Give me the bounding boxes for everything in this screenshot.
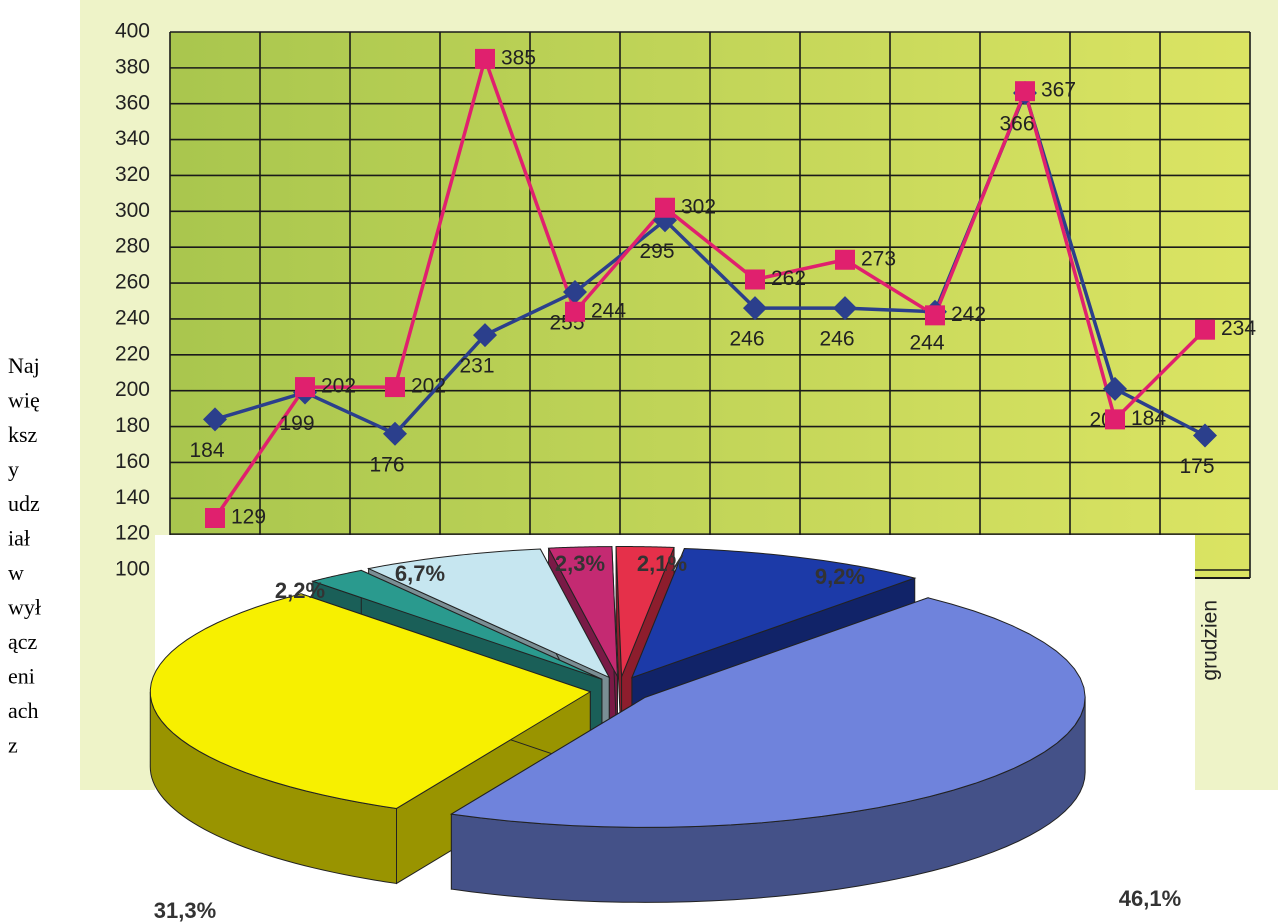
pie-chart: 46,1% 31,3% 2,2% 6,7% 2,3% 2,1% 9,2% [149,546,1181,923]
data-label: 273 [861,247,896,270]
y-tick-label: 100 [115,558,150,581]
data-label: 295 [639,240,674,263]
side-text-line: y [8,457,19,482]
point-marker [563,280,587,305]
point-marker [205,507,225,528]
data-label: 199 [279,412,314,435]
point-marker [655,197,675,218]
y-tick-label: 380 [115,55,150,78]
point-marker [385,377,405,398]
y-tick-label: 280 [115,235,150,258]
series-line [213,53,1207,519]
y-tick-label: 320 [115,163,150,186]
y-tick-label: 400 [115,20,150,43]
slice [149,593,592,809]
side-text-line: z [8,733,18,758]
slice-label: 31,3% [154,898,216,923]
data-label: 246 [729,328,764,351]
y-tick-label: 340 [115,127,150,150]
side-text-line: Naj [8,353,40,378]
point-marker [383,421,407,446]
data-label: 129 [231,506,266,529]
point-marker [203,407,227,432]
side-text-line: ącz [8,629,38,654]
side-text-line: ach [8,698,39,723]
slice-label: 2,3% [555,551,605,576]
side-text-line: w [8,560,24,585]
slice [366,548,611,679]
y-tick-label: 220 [115,342,150,365]
slice [547,546,618,677]
y-tick-label: 120 [115,522,150,545]
y-tick-label: 160 [115,450,150,473]
y-tick-label: 180 [115,414,150,437]
data-label: 246 [819,328,854,351]
data-label: 176 [369,453,404,476]
data-label: 366 [999,113,1034,136]
slice-label: 2,1% [637,551,687,576]
y-tick-label: 260 [115,271,150,294]
data-label: 234 [1221,317,1256,340]
point-marker [1103,376,1127,401]
y-tick-label: 360 [115,91,150,114]
point-marker [473,323,497,348]
point-marker [1195,319,1215,340]
data-label: 262 [771,267,806,290]
y-tick-label: 140 [115,486,150,509]
point-marker [295,377,315,398]
side-text: Naj wię ksz y udz iał w wył ącz eni ach z [8,353,41,758]
point-marker [1015,81,1035,102]
slice [311,569,603,680]
data-label: 184 [1131,407,1166,430]
slice-label: 9,2% [815,564,865,589]
slice [631,548,917,679]
y-tick-label: 200 [115,378,150,401]
point-marker [743,296,767,321]
side-text-line: ksz [8,422,38,447]
point-marker [745,269,765,290]
x-tick-label: grudzien [1199,600,1222,681]
point-marker [1105,409,1125,430]
point-marker [1193,423,1217,448]
point-marker [835,249,855,270]
side-text-line: wię [8,388,40,413]
y-tick-label: 300 [115,199,150,222]
data-label: 242 [951,303,986,326]
side-text-line: eni [8,664,35,689]
point-marker [833,296,857,321]
y-tick-label: 240 [115,306,150,329]
data-label: 202 [321,375,356,398]
data-label: 244 [591,299,626,322]
data-label: 367 [1041,79,1076,102]
slice-label: 46,1% [1119,886,1181,911]
data-label: 385 [501,46,536,69]
slice [449,597,1086,828]
side-text-line: udz [8,491,40,516]
slice [615,546,675,677]
side-text-line: iał [8,526,30,551]
line-chart: 100 120 140 160 180 200 220 240 260 280 300 320 340 3… [115,20,1256,681]
data-label: 302 [681,195,716,218]
data-label: 175 [1179,455,1214,478]
side-text-line: wył [8,595,41,620]
data-label: 244 [909,331,944,354]
point-marker [925,305,945,326]
point-marker [565,301,585,322]
data-label: 231 [459,355,494,378]
slice-label: 2,2% [275,578,325,603]
slice-label: 6,7% [395,561,445,586]
data-label: 202 [411,375,446,398]
point-marker [475,48,495,69]
data-label: 184 [189,439,224,462]
